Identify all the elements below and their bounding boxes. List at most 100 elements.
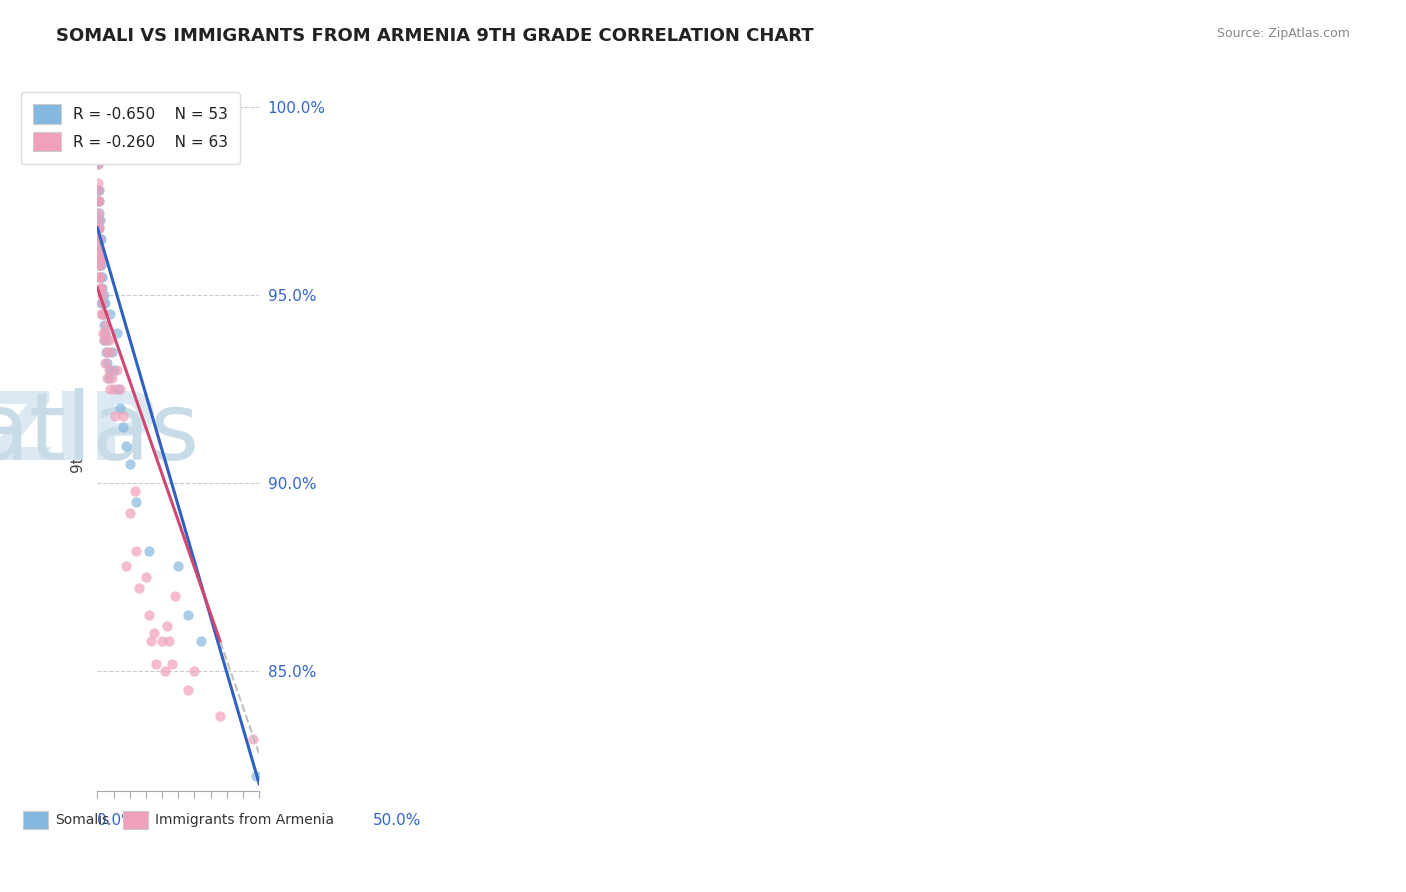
- Point: [97, 371, 120, 385]
- Point: [96, 344, 118, 359]
- Point: [112, 420, 135, 434]
- Point: [97, 363, 120, 377]
- Point: [87, 220, 110, 235]
- Point: [94, 356, 117, 370]
- Point: [87, 183, 110, 197]
- Point: [87, 269, 110, 284]
- Point: [138, 607, 160, 622]
- Point: [87, 244, 110, 258]
- Point: [139, 634, 162, 648]
- Point: [96, 334, 118, 348]
- Point: [89, 244, 111, 258]
- Point: [138, 544, 160, 558]
- Point: [90, 232, 112, 246]
- Text: SOMALI VS IMMIGRANTS FROM ARMENIA 9TH GRADE CORRELATION CHART: SOMALI VS IMMIGRANTS FROM ARMENIA 9TH GR…: [56, 27, 814, 45]
- Point: [86, 220, 108, 235]
- Point: [108, 382, 131, 396]
- Point: [103, 382, 125, 396]
- Point: [89, 251, 111, 265]
- Point: [115, 439, 138, 453]
- Point: [87, 205, 110, 219]
- Point: [86, 108, 108, 122]
- Point: [89, 258, 111, 272]
- Point: [98, 363, 121, 377]
- Point: [93, 334, 115, 348]
- Point: [112, 409, 135, 423]
- Point: [91, 326, 114, 340]
- Point: [91, 296, 114, 310]
- Point: [90, 269, 112, 284]
- Point: [87, 251, 110, 265]
- Point: [101, 371, 124, 385]
- Point: [125, 544, 148, 558]
- Point: [96, 344, 118, 359]
- Text: atlas: atlas: [0, 388, 200, 481]
- Point: [89, 269, 111, 284]
- Point: [157, 634, 180, 648]
- Point: [86, 183, 108, 197]
- Point: [145, 657, 167, 671]
- Point: [156, 619, 179, 633]
- Point: [94, 326, 117, 340]
- Point: [98, 382, 121, 396]
- Point: [97, 334, 120, 348]
- Point: [177, 682, 200, 697]
- Point: [90, 269, 112, 284]
- Point: [91, 296, 114, 310]
- Point: [105, 363, 128, 377]
- Point: [163, 589, 186, 603]
- Point: [93, 307, 115, 321]
- Point: [87, 258, 110, 272]
- Point: [90, 251, 112, 265]
- Point: [87, 176, 110, 190]
- Point: [107, 382, 129, 396]
- Point: [89, 269, 111, 284]
- Point: [87, 258, 110, 272]
- Text: 50.0%: 50.0%: [373, 813, 420, 828]
- Point: [103, 363, 125, 377]
- Point: [104, 409, 127, 423]
- Y-axis label: 9th Grade: 9th Grade: [72, 396, 86, 473]
- Point: [87, 194, 110, 209]
- Point: [108, 401, 131, 415]
- Point: [89, 232, 111, 246]
- Point: [118, 506, 141, 520]
- Point: [124, 483, 146, 498]
- Point: [87, 251, 110, 265]
- Point: [245, 769, 267, 783]
- Point: [115, 558, 138, 573]
- Point: [209, 709, 232, 723]
- Point: [89, 194, 111, 209]
- Point: [91, 307, 114, 321]
- Point: [89, 281, 111, 295]
- Point: [87, 220, 110, 235]
- Point: [87, 220, 110, 235]
- Point: [87, 232, 110, 246]
- Point: [155, 664, 177, 678]
- Point: [93, 288, 115, 302]
- Point: [87, 239, 110, 253]
- Text: ZIP: ZIP: [0, 388, 159, 481]
- Point: [87, 183, 110, 197]
- Point: [87, 194, 110, 209]
- Point: [125, 495, 148, 509]
- Point: [183, 664, 205, 678]
- Point: [87, 244, 110, 258]
- Point: [96, 371, 118, 385]
- Point: [87, 157, 110, 171]
- Point: [89, 232, 111, 246]
- Point: [167, 558, 190, 573]
- Point: [143, 626, 166, 640]
- Point: [87, 157, 110, 171]
- Point: [93, 334, 115, 348]
- Point: [94, 296, 117, 310]
- Point: [90, 307, 112, 321]
- Point: [87, 232, 110, 246]
- Point: [190, 634, 212, 648]
- Point: [87, 213, 110, 227]
- Point: [96, 318, 118, 333]
- Point: [93, 318, 115, 333]
- Point: [105, 326, 128, 340]
- Point: [135, 570, 157, 584]
- Point: [91, 307, 114, 321]
